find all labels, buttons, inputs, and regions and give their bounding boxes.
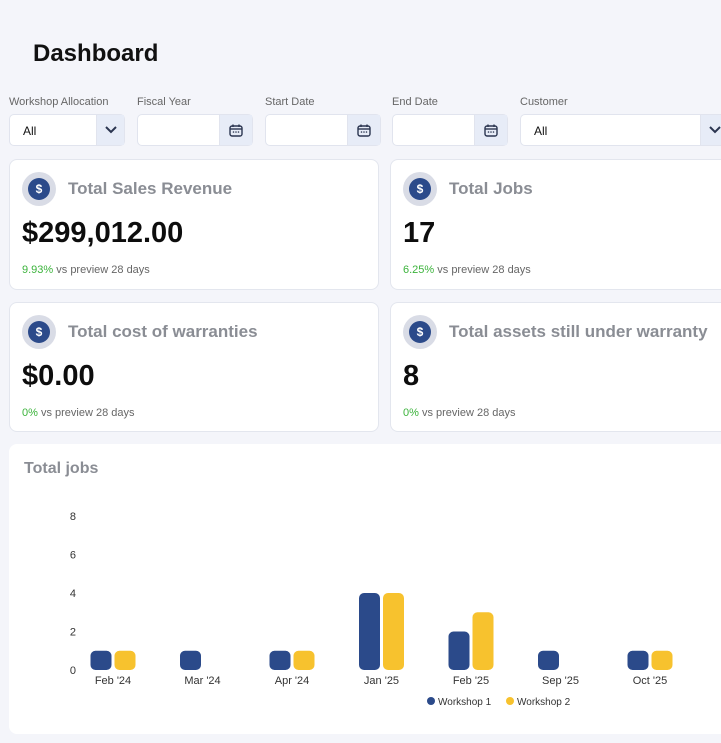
chart-title: Total jobs: [24, 460, 99, 477]
legend-label: Workshop 1: [438, 697, 492, 708]
x-tick-label: Oct '25: [633, 675, 668, 687]
workshop-allocation-select[interactable]: All: [9, 114, 125, 146]
fiscal-year-label: Fiscal Year: [137, 96, 191, 108]
bar-workshop-1: [627, 650, 649, 670]
legend-swatch: [427, 697, 435, 705]
y-tick-label: 4: [70, 588, 76, 600]
kpi-card-total-assets-under-warranty: $ Total assets still under warranty 8 0%…: [390, 302, 721, 432]
kpi-card-total-sales-revenue: $ Total Sales Revenue $299,012.00 9.93% …: [9, 159, 379, 290]
card-change-percent: 0%: [403, 407, 419, 419]
bar-workshop-1: [359, 593, 380, 670]
workshop-allocation-value: All: [23, 124, 37, 138]
fiscal-year-input[interactable]: [137, 114, 253, 146]
dollar-icon: $: [403, 172, 437, 206]
card-change-percent: 0%: [22, 407, 38, 419]
card-footer-text: vs preview 28 days: [418, 407, 516, 419]
calendar-icon[interactable]: [219, 115, 252, 145]
start-date-input[interactable]: [265, 114, 381, 146]
calendar-icon[interactable]: [474, 115, 507, 145]
card-footer-text: vs preview 28 days: [434, 264, 531, 276]
end-date-input[interactable]: [392, 114, 508, 146]
bar-workshop-1: [90, 650, 112, 670]
y-tick-label: 8: [70, 511, 76, 523]
x-tick-label: Sep '25: [542, 675, 579, 687]
page-title: Dashboard: [33, 40, 159, 67]
card-value: $0.00: [22, 360, 95, 392]
bar-workshop-2: [472, 612, 494, 670]
card-title: Total Jobs: [449, 179, 533, 198]
x-tick-label: Feb '24: [95, 675, 131, 687]
card-value: $299,012.00: [22, 217, 184, 249]
bar-workshop-1: [269, 650, 291, 670]
bar-workshop-2: [383, 593, 404, 670]
bar-workshop-2: [651, 650, 673, 670]
card-value: 17: [403, 217, 436, 249]
dollar-icon: $: [22, 315, 56, 349]
customer-value: All: [534, 124, 548, 138]
card-footer: 9.93% vs preview 28 days: [22, 264, 150, 276]
start-date-label: Start Date: [265, 96, 315, 108]
card-footer: 0% vs preview 28 days: [403, 407, 516, 419]
bar-workshop-2: [114, 650, 136, 670]
card-value: 8: [403, 360, 420, 392]
bar-workshop-1: [538, 650, 559, 670]
kpi-card-total-jobs: $ Total Jobs 17 6.25% vs preview 28 days: [390, 159, 721, 290]
card-change-percent: 6.25%: [403, 264, 435, 276]
chevron-down-icon[interactable]: [700, 115, 721, 145]
card-title: Total assets still under warranty: [449, 322, 708, 341]
card-title: Total cost of warranties: [68, 322, 258, 341]
legend-swatch: [506, 697, 514, 705]
total-jobs-chart-card: Total jobs 0 2 4 6 8 Feb '24 Mar '24 Apr '24 Jan…: [9, 444, 721, 734]
card-change-percent: 9.93%: [22, 264, 54, 276]
calendar-icon[interactable]: [347, 115, 380, 145]
bar-workshop-1: [180, 650, 201, 670]
x-tick-label: Apr '24: [275, 675, 310, 687]
card-footer-text: vs preview 28 days: [37, 407, 135, 419]
y-tick-label: 0: [70, 665, 76, 677]
chevron-down-icon[interactable]: [96, 115, 124, 145]
kpi-card-total-cost-of-warranties: $ Total cost of warranties $0.00 0% vs p…: [9, 302, 379, 432]
bar-workshop-1: [448, 631, 470, 670]
dollar-icon: $: [22, 172, 56, 206]
legend-label: Workshop 2: [517, 697, 571, 708]
y-tick-label: 2: [70, 627, 76, 639]
y-tick-label: 6: [70, 550, 76, 562]
customer-select[interactable]: All: [520, 114, 721, 146]
x-tick-label: Mar '24: [184, 675, 220, 687]
card-title: Total Sales Revenue: [68, 179, 233, 198]
card-footer: 0% vs preview 28 days: [22, 407, 135, 419]
customer-label: Customer: [520, 96, 568, 108]
x-tick-label: Jan '25: [364, 675, 399, 687]
x-tick-label: Feb '25: [453, 675, 489, 687]
dollar-icon: $: [403, 315, 437, 349]
workshop-allocation-label: Workshop Allocation: [9, 96, 109, 108]
total-jobs-chart: 0 2 4 6 8 Feb '24 Mar '24 Apr '24 Jan '25 Feb '25…: [70, 511, 673, 708]
card-footer: 6.25% vs preview 28 days: [403, 264, 531, 276]
end-date-label: End Date: [392, 96, 438, 108]
bar-workshop-2: [293, 650, 315, 670]
card-footer-text: vs preview 28 days: [53, 264, 150, 276]
